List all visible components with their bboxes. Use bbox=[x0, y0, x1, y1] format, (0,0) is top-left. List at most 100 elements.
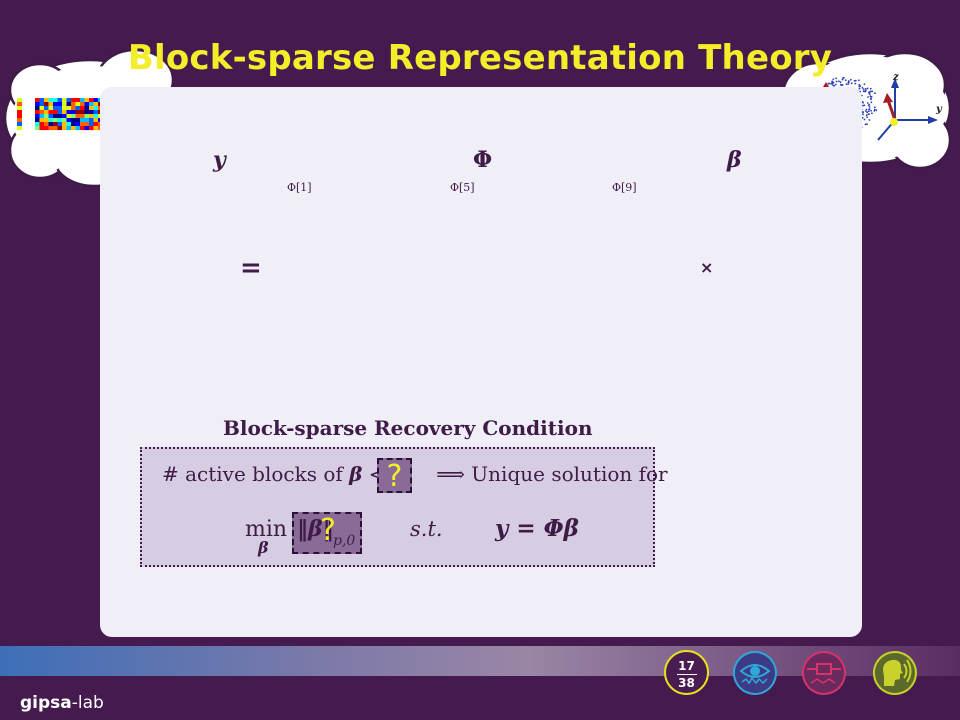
mini-phi-cell bbox=[66, 114, 72, 119]
mini-phi-cell bbox=[53, 114, 58, 119]
brain-dot bbox=[875, 109, 878, 112]
mini-phi-cell bbox=[44, 114, 49, 119]
page-fraction-bar bbox=[676, 674, 697, 675]
mini-phi-cell bbox=[57, 126, 63, 131]
norm-box bbox=[292, 512, 362, 554]
mini-phi-cell bbox=[66, 98, 72, 103]
condition-prefix: # active blocks of bbox=[162, 462, 350, 486]
mini-phi-cell bbox=[62, 122, 67, 127]
mini-phi-cell bbox=[39, 106, 45, 111]
mini-phi-cell bbox=[57, 122, 63, 127]
y-label: y bbox=[213, 147, 226, 173]
brain-dot bbox=[871, 112, 873, 115]
svg-text:z: z bbox=[892, 72, 899, 83]
brain-dot bbox=[868, 92, 871, 94]
brain-dot bbox=[873, 108, 876, 111]
brain-dot bbox=[842, 77, 844, 79]
brain-dot bbox=[862, 88, 865, 90]
mini-phi-cell bbox=[53, 98, 58, 103]
brain-dot bbox=[830, 83, 832, 85]
page-total: 38 bbox=[678, 676, 695, 690]
mini-phi-cell bbox=[75, 102, 81, 107]
brain-dot bbox=[867, 113, 870, 116]
mini-phi-cell bbox=[62, 118, 67, 123]
mini-phi-cell bbox=[75, 114, 81, 119]
mini-phi-cell bbox=[80, 98, 85, 103]
constraint-equation: y = Φβ bbox=[495, 515, 579, 542]
mini-phi-cell bbox=[48, 110, 54, 115]
brain-dot bbox=[866, 87, 869, 90]
brain-dot bbox=[863, 118, 866, 121]
brain-dot bbox=[862, 101, 864, 104]
mini-phi-cell bbox=[66, 110, 72, 115]
block-label-9: Φ[9] bbox=[612, 181, 637, 194]
mini-phi-cell bbox=[44, 102, 49, 107]
mini-phi-cell bbox=[62, 98, 67, 103]
mini-phi-cell bbox=[89, 98, 94, 103]
brain-dot bbox=[866, 111, 868, 114]
brain-dot bbox=[864, 123, 867, 126]
mini-phi-cell bbox=[62, 102, 67, 107]
mini-phi-cell bbox=[66, 126, 72, 131]
mini-phi-cell bbox=[89, 114, 94, 119]
mini-phi-cell bbox=[93, 102, 99, 107]
mini-phi-cell bbox=[84, 126, 90, 131]
min-subscript: β bbox=[258, 538, 269, 557]
norm-qmark: ? bbox=[320, 513, 336, 548]
mini-phi-cell bbox=[62, 126, 67, 131]
mini-phi-cell bbox=[62, 110, 67, 115]
unknown-threshold-qmark: ? bbox=[377, 458, 412, 493]
brain-dot bbox=[864, 110, 867, 112]
mini-phi-cell bbox=[89, 126, 94, 131]
mini-phi-cell bbox=[39, 118, 45, 123]
mini-phi-cell bbox=[71, 114, 76, 119]
brain-dot bbox=[862, 111, 864, 113]
brain-dot bbox=[854, 82, 857, 85]
mini-phi-cell bbox=[89, 122, 94, 127]
mini-phi-cell bbox=[35, 110, 40, 115]
mini-phi-cell bbox=[75, 98, 81, 103]
mini-phi-cell bbox=[89, 102, 94, 107]
mini-y-cell bbox=[17, 98, 22, 103]
mini-phi-cell bbox=[39, 102, 45, 107]
mini-y-cell bbox=[17, 110, 22, 115]
brain-dot bbox=[858, 85, 861, 88]
brain-dot bbox=[865, 114, 868, 117]
mini-phi-cell bbox=[44, 110, 49, 115]
mini-phi-cell bbox=[71, 102, 76, 107]
brain-dot bbox=[861, 117, 864, 119]
brain-dot bbox=[844, 79, 847, 82]
brain-dot bbox=[845, 83, 848, 85]
mini-phi-cell bbox=[93, 110, 99, 115]
brain-dot bbox=[862, 90, 865, 93]
mini-phi-cell bbox=[80, 110, 85, 115]
block-label-1: Φ[1] bbox=[287, 181, 312, 194]
mini-phi-cell bbox=[89, 118, 94, 123]
brain-dot bbox=[864, 90, 867, 93]
svg-text:y: y bbox=[935, 104, 943, 115]
slide-title: Block-sparse Representation Theory bbox=[127, 38, 833, 78]
equals-sign: = bbox=[240, 253, 262, 283]
mini-phi-cell bbox=[80, 102, 85, 107]
brain-dot bbox=[864, 88, 867, 90]
mini-phi-cell bbox=[48, 102, 54, 107]
mini-phi-cell bbox=[35, 118, 40, 123]
mini-phi-cell bbox=[39, 122, 45, 127]
mini-phi-cell bbox=[89, 110, 94, 115]
mini-phi-cell bbox=[44, 106, 49, 111]
times-sign: × bbox=[700, 258, 714, 277]
condition-beta: β bbox=[349, 462, 363, 486]
mini-phi-cell bbox=[53, 102, 58, 107]
mini-y-cell bbox=[17, 102, 22, 107]
mini-phi-cell bbox=[44, 98, 49, 103]
brain-dot bbox=[866, 116, 868, 118]
brain-dot bbox=[870, 90, 872, 93]
mini-phi-cell bbox=[57, 102, 63, 107]
page-number-badge[interactable]: 17 38 bbox=[664, 650, 709, 695]
mini-phi-cell bbox=[80, 122, 85, 127]
page-current: 17 bbox=[678, 659, 695, 673]
brain-dot bbox=[868, 108, 871, 110]
mini-phi-cell bbox=[35, 106, 40, 111]
block-label-5: Φ[5] bbox=[450, 181, 475, 194]
brain-dot bbox=[840, 84, 843, 87]
